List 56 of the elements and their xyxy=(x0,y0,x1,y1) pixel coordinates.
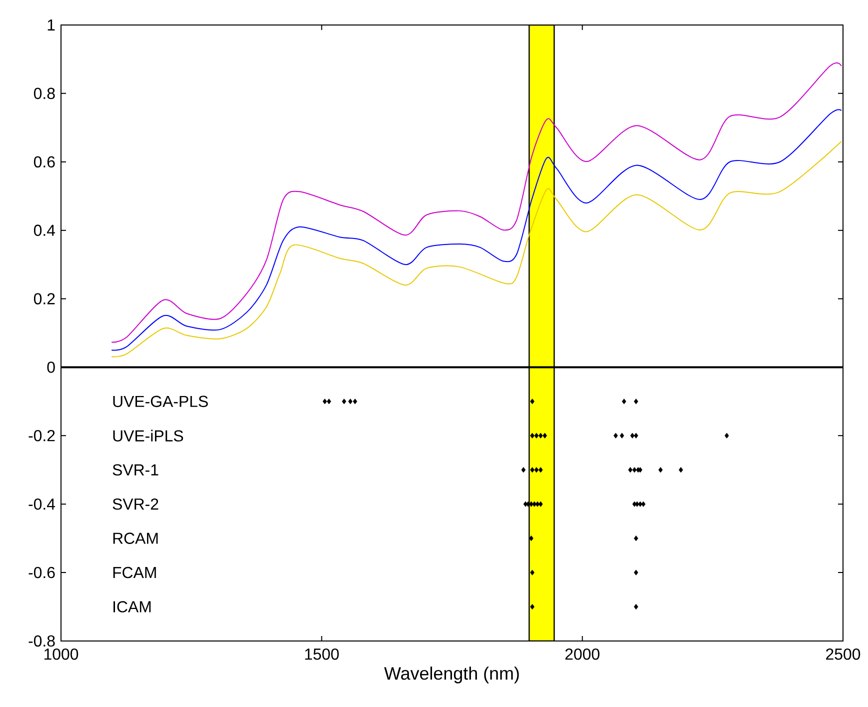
point xyxy=(348,398,352,404)
x-axis-title: Wavelength (nm) xyxy=(384,666,519,684)
point xyxy=(326,398,332,404)
point xyxy=(529,536,534,542)
y-tick-label: -0.4 xyxy=(28,498,56,510)
y-tick-label: -0.8 xyxy=(28,635,55,647)
point xyxy=(322,398,327,404)
x-tick-label: 2500 xyxy=(826,648,860,660)
annotation: UVE-GA-PLS xyxy=(113,396,208,408)
y-tick-label: 0.2 xyxy=(34,293,55,304)
point xyxy=(534,467,539,473)
point xyxy=(538,467,543,473)
y-tick-label: 1 xyxy=(48,20,55,30)
annotation: FCAM xyxy=(113,566,156,578)
y-tick-label: -0.6 xyxy=(28,566,55,578)
point xyxy=(542,432,547,438)
point xyxy=(634,604,638,610)
point xyxy=(634,398,638,404)
point xyxy=(535,501,540,507)
y-tick-label: 0.6 xyxy=(34,156,55,168)
annotation: SVR-2 xyxy=(112,498,158,510)
point xyxy=(724,432,729,438)
annotation: RCAM xyxy=(113,532,158,544)
point xyxy=(530,398,534,404)
point xyxy=(628,467,632,473)
annotation: ICAM xyxy=(114,601,151,612)
point xyxy=(632,467,637,473)
point xyxy=(658,467,663,473)
y-tick-label: 0 xyxy=(47,362,55,373)
y-tick-label: -0.2 xyxy=(28,430,55,442)
point xyxy=(678,467,684,473)
point xyxy=(614,432,618,438)
point xyxy=(530,432,534,438)
x-tick-label: 1000 xyxy=(44,648,78,660)
point xyxy=(530,570,534,576)
x-tick-label: 1500 xyxy=(305,648,339,660)
point xyxy=(529,501,534,507)
point xyxy=(634,432,638,438)
point xyxy=(352,398,358,404)
point xyxy=(634,570,638,576)
point xyxy=(638,501,642,507)
point xyxy=(620,432,624,438)
point xyxy=(534,432,539,438)
point xyxy=(538,432,543,438)
point xyxy=(342,398,346,404)
annotation: UVE-iPLS xyxy=(113,430,184,442)
x-tick-label: 2000 xyxy=(565,648,600,660)
annotation: SVR-1 xyxy=(112,464,158,476)
point xyxy=(622,398,626,404)
point xyxy=(634,536,638,542)
point xyxy=(641,501,646,507)
y-tick-label: 0.4 xyxy=(34,224,56,236)
point xyxy=(630,432,635,438)
y-tick-label: 0.8 xyxy=(34,88,55,100)
point xyxy=(521,467,526,473)
point xyxy=(530,467,534,473)
